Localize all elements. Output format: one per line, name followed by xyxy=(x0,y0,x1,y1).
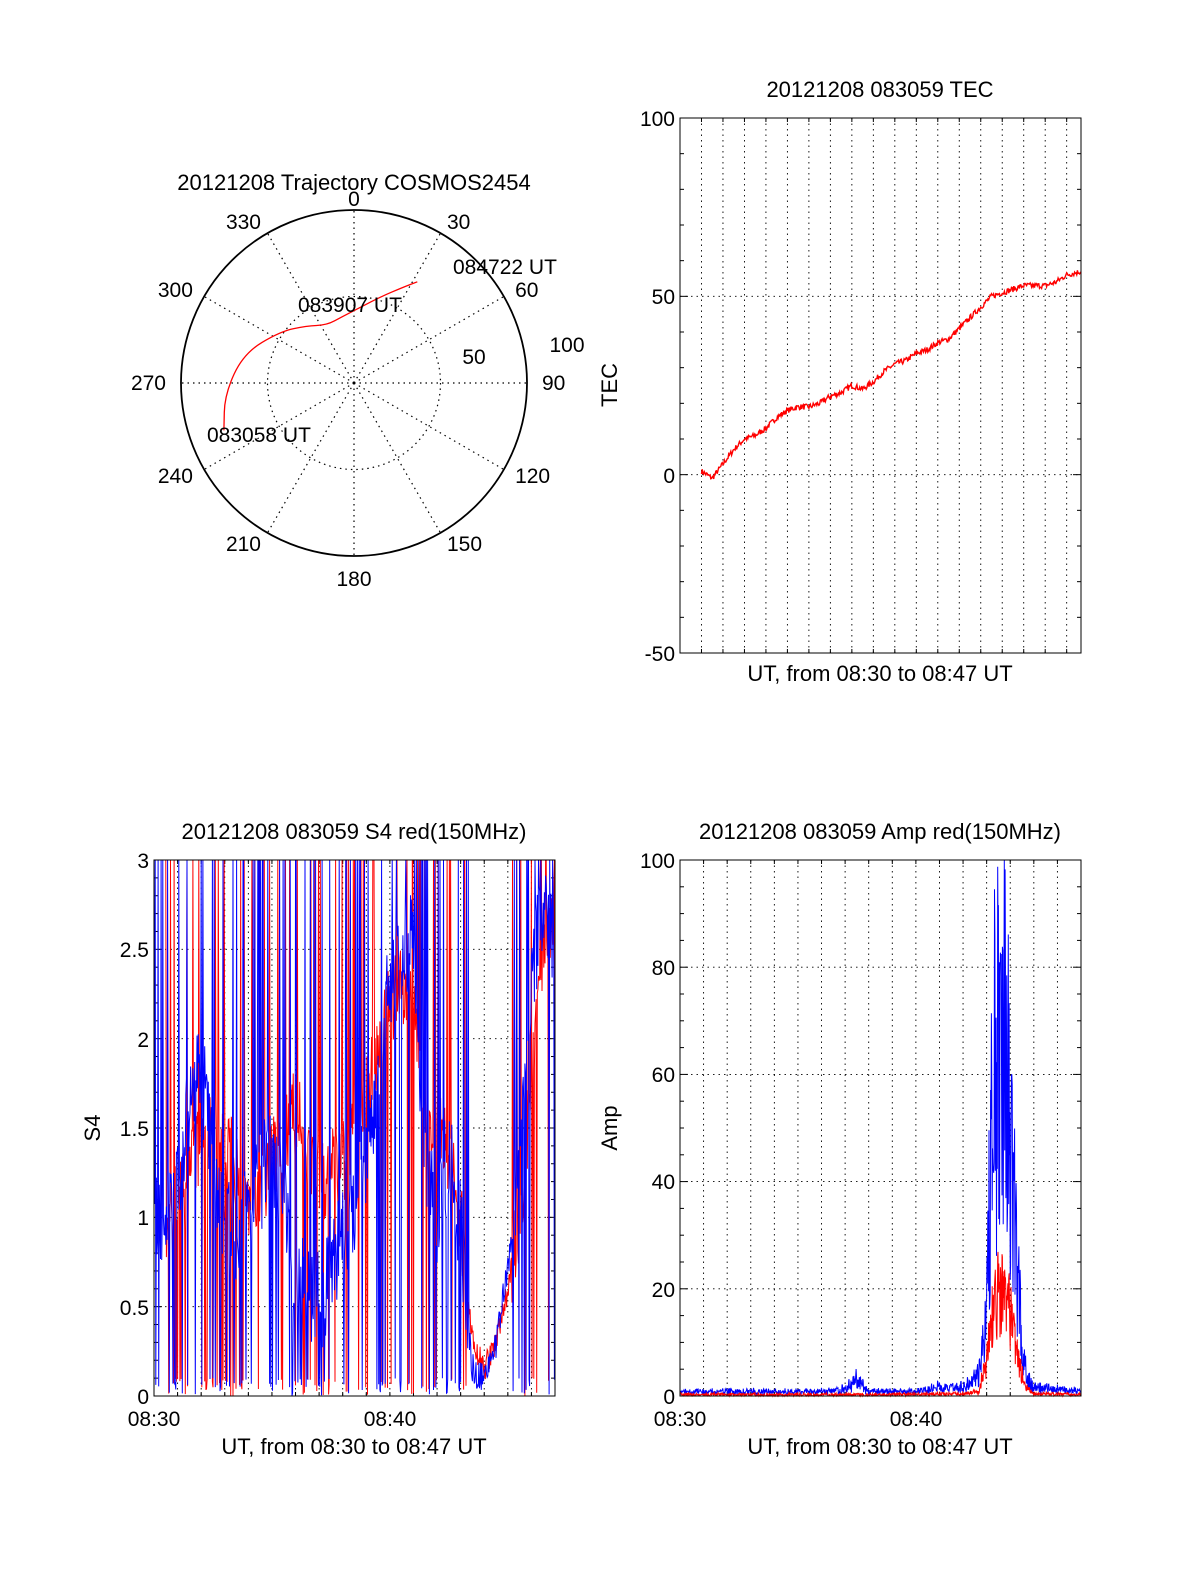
amp-ytick-60: 60 xyxy=(652,1064,675,1087)
tec-grid xyxy=(680,118,1081,653)
trajectory-annotation-end: 084722 UT xyxy=(453,256,557,279)
amp-plot-frame xyxy=(679,859,1082,1397)
trajectory-spoke xyxy=(353,382,505,471)
tec-ytick-0: 0 xyxy=(663,465,675,488)
s4-ytick-1: 1 xyxy=(137,1207,149,1230)
amp-title: 20121208 083059 Amp red(150MHz) xyxy=(699,819,1061,844)
amp-line-red xyxy=(679,1251,1082,1398)
s4-ytick-1.5: 1.5 xyxy=(120,1118,149,1141)
s4-panel: 20121208 083059 S4 red(150MHz) 3 2.5 2 1… xyxy=(80,819,556,1459)
azimuth-label-330: 330 xyxy=(226,211,261,234)
s4-xtick-0830: 08:30 xyxy=(128,1408,181,1431)
s4-ylabel: S4 xyxy=(80,1115,105,1142)
trajectory-azimuth-labels: 0 30 60 90 120 150 180 210 240 270 300 330 xyxy=(131,188,565,591)
s4-xtick-0840: 08:40 xyxy=(364,1408,417,1431)
tec-series-red xyxy=(700,270,1082,480)
amp-series-red xyxy=(679,1251,1082,1398)
trajectory-series xyxy=(223,281,418,431)
azimuth-label-300: 300 xyxy=(158,279,193,302)
trajectory-title: 20121208 Trajectory COSMOS2454 xyxy=(177,170,530,195)
s4-line-blue xyxy=(153,859,556,1396)
s4-title: 20121208 083059 S4 red(150MHz) xyxy=(182,819,527,844)
trajectory-spoke xyxy=(353,232,442,384)
trajectory-panel: 20121208 Trajectory COSMOS2454 0 30 60 90 12… xyxy=(131,170,585,591)
trajectory-spoke xyxy=(266,382,355,534)
s4-series-blue xyxy=(153,859,556,1396)
tec-panel: 20121208 083059 TEC 100 50 0 -50 UT, fro… xyxy=(597,77,1082,686)
s4-plot-frame xyxy=(153,859,556,1397)
azimuth-label-270: 270 xyxy=(131,372,166,395)
radius-label-50: 50 xyxy=(462,346,485,369)
s4-ytick-3: 3 xyxy=(137,850,149,873)
azimuth-label-210: 210 xyxy=(226,533,261,556)
tec-ytick-100: 100 xyxy=(640,108,675,131)
amp-grid xyxy=(680,860,1081,1396)
azimuth-label-60: 60 xyxy=(515,279,538,302)
trajectory-spoke xyxy=(266,232,355,384)
trajectory-ring xyxy=(266,295,442,471)
s4-ytick-2.5: 2.5 xyxy=(120,939,149,962)
tec-plot-frame xyxy=(679,117,1082,654)
azimuth-label-90: 90 xyxy=(542,372,565,395)
amp-line-blue xyxy=(679,860,1082,1397)
trajectory-outer-circle xyxy=(180,209,528,557)
s4-ytick-0.5: 0.5 xyxy=(120,1297,149,1320)
azimuth-label-0: 0 xyxy=(348,188,360,211)
tec-title: 20121208 083059 TEC xyxy=(766,77,993,102)
tec-minor-ticks xyxy=(679,117,1081,654)
s4-xlabel: UT, from 08:30 to 08:47 UT xyxy=(221,1434,486,1459)
amp-ytick-40: 40 xyxy=(652,1171,675,1194)
tec-ytick--50: -50 xyxy=(645,643,675,666)
trajectory-annotation-mid: 083907 UT xyxy=(298,294,402,317)
tec-ytick-50: 50 xyxy=(652,286,675,309)
azimuth-label-150: 150 xyxy=(447,533,482,556)
azimuth-label-120: 120 xyxy=(515,465,550,488)
amp-xtick-0830: 08:30 xyxy=(654,1408,707,1431)
amp-xtick-0840: 08:40 xyxy=(890,1408,943,1431)
amp-panel: 20121208 083059 Amp red(150MHz) 100 80 6… xyxy=(597,819,1082,1459)
trajectory-spoke xyxy=(353,382,442,534)
amp-series-blue xyxy=(679,860,1082,1397)
tec-ylabel: TEC xyxy=(597,363,622,407)
amp-ytick-0: 0 xyxy=(663,1386,675,1409)
s4-ytick-2: 2 xyxy=(137,1029,149,1052)
amp-ylabel: Amp xyxy=(597,1105,622,1150)
tec-xlabel: UT, from 08:30 to 08:47 UT xyxy=(747,661,1012,686)
azimuth-label-180: 180 xyxy=(336,568,371,591)
azimuth-label-240: 240 xyxy=(158,465,193,488)
trajectory-spoke xyxy=(353,295,505,384)
radius-label-100: 100 xyxy=(549,334,584,357)
amp-xlabel: UT, from 08:30 to 08:47 UT xyxy=(747,1434,1012,1459)
amp-ytick-100: 100 xyxy=(640,850,675,873)
amp-ytick-80: 80 xyxy=(652,957,675,980)
trajectory-annotation-start: 083058 UT xyxy=(207,424,311,447)
azimuth-label-30: 30 xyxy=(447,211,470,234)
trajectory-spoke xyxy=(203,295,355,384)
s4-ytick-0: 0 xyxy=(137,1386,149,1409)
trajectory-grid xyxy=(181,210,527,556)
amp-ytick-20: 20 xyxy=(652,1279,675,1302)
trajectory-spoke xyxy=(203,382,355,471)
